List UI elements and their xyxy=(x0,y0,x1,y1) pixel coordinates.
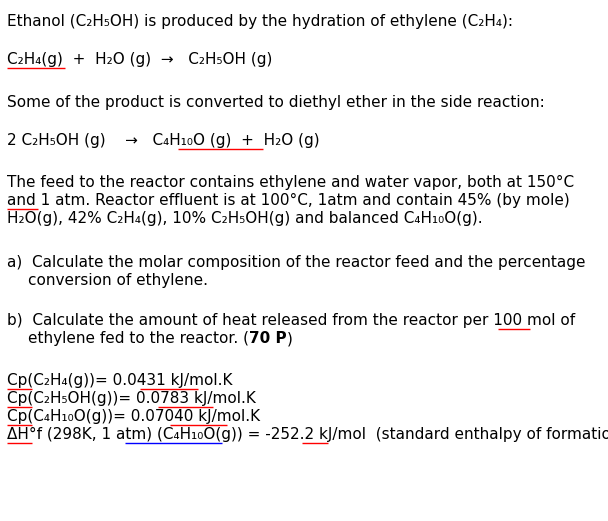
Text: ΔH°f (298K, 1 atm) (C₄H₁₀O(g)) = -252.2 kJ/mol  (standard enthalpy of formation): ΔH°f (298K, 1 atm) (C₄H₁₀O(g)) = -252.2 … xyxy=(7,427,608,442)
Text: ethylene fed to the reactor. (: ethylene fed to the reactor. ( xyxy=(28,331,249,346)
Text: b)  Calculate the amount of heat released from the reactor per 100 mol of: b) Calculate the amount of heat released… xyxy=(7,313,575,328)
Text: Ethanol (C₂H₅OH) is produced by the hydration of ethylene (C₂H₄):: Ethanol (C₂H₅OH) is produced by the hydr… xyxy=(7,14,513,29)
Text: Some of the product is converted to diethyl ether in the side reaction:: Some of the product is converted to diet… xyxy=(7,95,545,110)
Text: a)  Calculate the molar composition of the reactor feed and the percentage: a) Calculate the molar composition of th… xyxy=(7,255,586,270)
Text: Cp(C₄H₁₀O(g))= 0.07040 kJ/mol.K: Cp(C₄H₁₀O(g))= 0.07040 kJ/mol.K xyxy=(7,409,260,424)
Text: H₂O(g), 42% C₂H₄(g), 10% C₂H₅OH(g) and balanced C₄H₁₀O(g).: H₂O(g), 42% C₂H₄(g), 10% C₂H₅OH(g) and b… xyxy=(7,211,483,226)
Text: C₂H₄(g)  +  H₂O (g)  →   C₂H₅OH (g): C₂H₄(g) + H₂O (g) → C₂H₅OH (g) xyxy=(7,52,272,67)
Text: 70 P: 70 P xyxy=(249,331,286,346)
Text: 2 C₂H₅OH (g)    →   C₄H₁₀O (g)  +  H₂O (g): 2 C₂H₅OH (g) → C₄H₁₀O (g) + H₂O (g) xyxy=(7,133,320,148)
Text: and 1 atm. Reactor effluent is at 100°C, 1atm and contain 45% (by mole): and 1 atm. Reactor effluent is at 100°C,… xyxy=(7,193,570,208)
Text: Cp(C₂H₅OH(g))= 0.0783 kJ/mol.K: Cp(C₂H₅OH(g))= 0.0783 kJ/mol.K xyxy=(7,391,256,406)
Text: ): ) xyxy=(286,331,292,346)
Text: conversion of ethylene.: conversion of ethylene. xyxy=(28,273,208,288)
Text: Cp(C₂H₄(g))= 0.0431 kJ/mol.K: Cp(C₂H₄(g))= 0.0431 kJ/mol.K xyxy=(7,373,232,388)
Text: The feed to the reactor contains ethylene and water vapor, both at 150°C: The feed to the reactor contains ethylen… xyxy=(7,175,574,190)
